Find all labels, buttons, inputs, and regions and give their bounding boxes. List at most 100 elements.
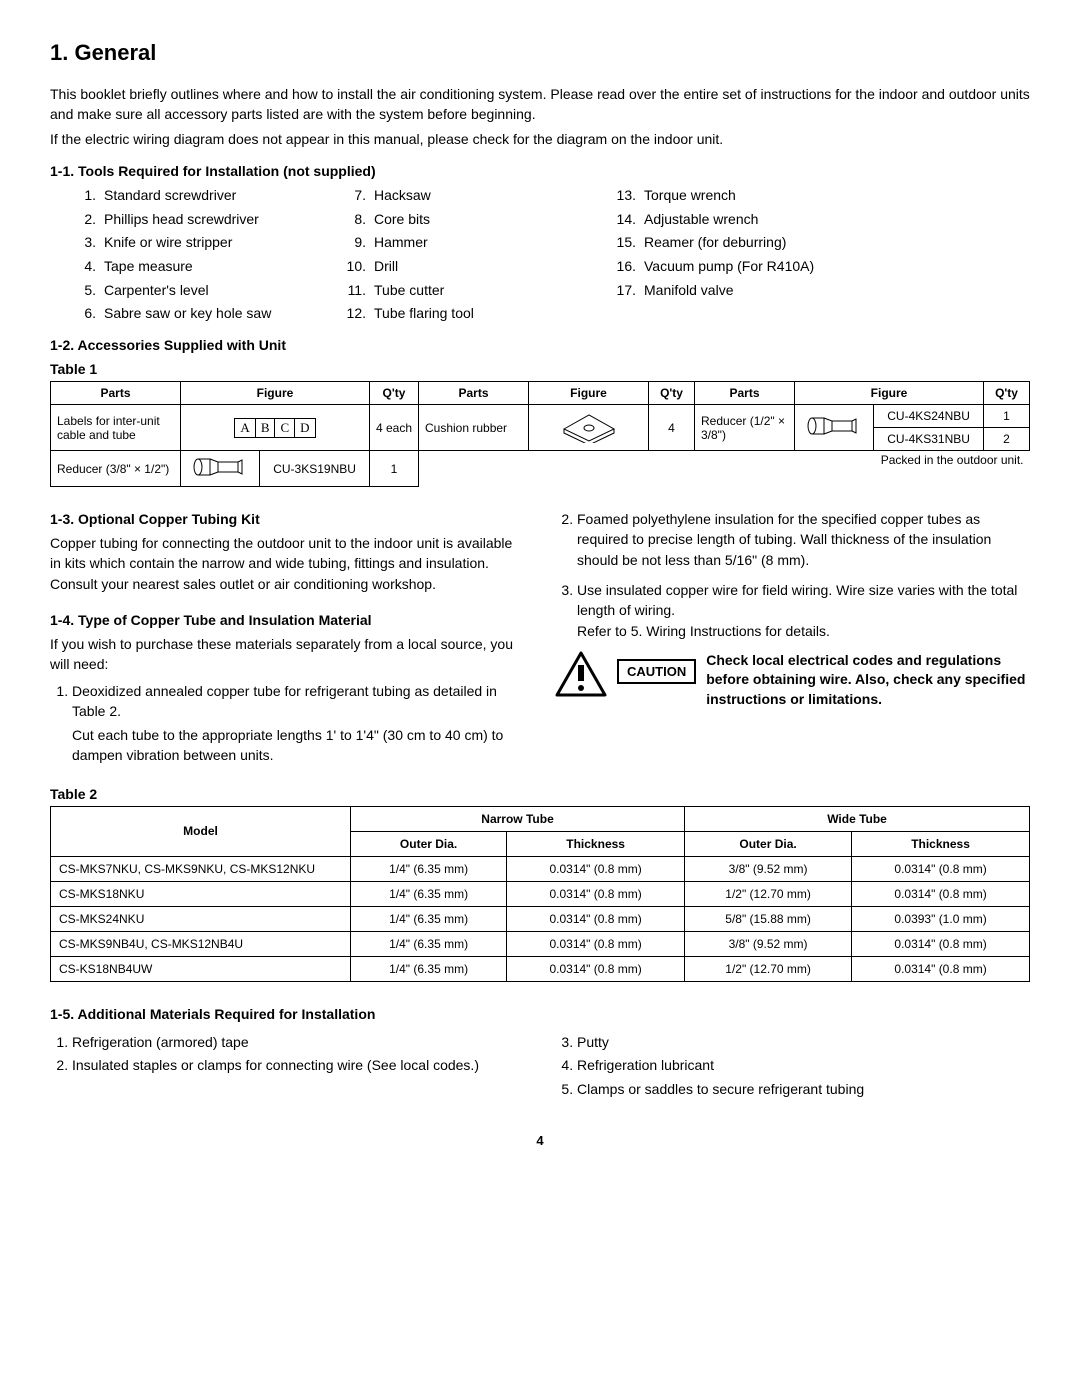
subhead-1-2: 1-2. Accessories Supplied with Unit [50,337,1030,353]
cell-figure [529,405,649,451]
th-qty: Q'ty [369,382,418,405]
right-column: Foamed polyethylene insulation for the s… [555,503,1030,776]
th-outer: Outer Dia. [351,831,507,856]
reducer-icon [806,414,862,438]
cell: 1/4" (6.35 mm) [351,856,507,881]
tool-item: 13.Torque wrench [610,185,870,207]
reducer-icon [192,455,248,479]
page-number: 4 [50,1133,1030,1148]
table-row: CS-MKS7NKU, CS-MKS9NKU, CS-MKS12NKU 1/4"… [51,856,1030,881]
table-row: CS-MKS24NKU 1/4" (6.35 mm) 0.0314" (0.8 … [51,906,1030,931]
table-2: Model Narrow Tube Wide Tube Outer Dia. T… [50,806,1030,982]
tool-item: 7.Hacksaw [340,185,600,207]
tool-item: 6.Sabre saw or key hole saw [70,303,330,325]
table-row: Parts Figure Q'ty Parts Figure Q'ty Part… [51,382,1030,405]
tools-list: 1.Standard screwdriver 7.Hacksaw 13.Torq… [70,185,1030,325]
cell-figure [181,451,260,487]
cell: 1/4" (6.35 mm) [351,906,507,931]
cell-parts: Labels for inter-unit cable and tube [51,405,181,451]
cell-qty: 4 each [369,405,418,451]
caution-text: Check local electrical codes and regulat… [706,651,1030,710]
table-row: Reducer (3/8" × 1/2") CU-3KS19NBU 1 Pack… [51,451,1030,487]
tool-item: 11.Tube cutter [340,280,600,302]
list-item: Putty [577,1032,1030,1054]
abcd-icon: ABCD [234,418,315,438]
cell-qty: 1 [369,451,418,487]
tool-item: 2.Phillips head screwdriver [70,209,330,231]
cell: 0.0314" (0.8 mm) [507,931,685,956]
table-row: Labels for inter-unit cable and tube ABC… [51,405,1030,428]
materials-grid: Refrigeration (armored) tape Insulated s… [50,1028,1030,1103]
cell: 1/2" (12.70 mm) [685,881,852,906]
list-item: Insulated staples or clamps for connecti… [72,1055,525,1077]
cell-figure [795,405,874,451]
cell-qty: 1 [984,405,1030,428]
cell: 0.0314" (0.8 mm) [852,881,1030,906]
cell: CS-MKS24NKU [51,906,351,931]
table-row: Model Narrow Tube Wide Tube [51,806,1030,831]
list-item: Foamed polyethylene insulation for the s… [577,509,1030,570]
cell-figure: ABCD [181,405,370,451]
th-model: Model [51,806,351,856]
cushion-rubber-icon [559,409,619,443]
tool-item: 10.Drill [340,256,600,278]
th-parts: Parts [695,382,795,405]
list-item-sub: Cut each tube to the appropriate lengths… [72,725,525,766]
cell: 1/4" (6.35 mm) [351,956,507,981]
packed-note: Packed in the outdoor unit. [419,451,1030,487]
th-wide: Wide Tube [685,806,1030,831]
cell-code: CU-4KS24NBU [874,405,984,428]
cell: 0.0314" (0.8 mm) [507,906,685,931]
cell-code: CU-4KS31NBU [874,428,984,451]
cell-parts: Reducer (3/8" × 1/2") [51,451,181,487]
table-1: Parts Figure Q'ty Parts Figure Q'ty Part… [50,381,1030,487]
cell: 3/8" (9.52 mm) [685,856,852,881]
subhead-1-3: 1-3. Optional Copper Tubing Kit [50,511,525,527]
cell: 0.0314" (0.8 mm) [507,856,685,881]
list-item: Refrigeration (armored) tape [72,1032,525,1054]
intro-text-1: This booklet briefly outlines where and … [50,84,1030,125]
section-title: 1. General [50,40,1030,66]
cell: CS-MKS18NKU [51,881,351,906]
cell: 1/4" (6.35 mm) [351,881,507,906]
materials-list-right: Putty Refrigeration lubricant Clamps or … [555,1032,1030,1101]
th-parts: Parts [419,382,529,405]
cell: 0.0314" (0.8 mm) [507,881,685,906]
cell: 0.0393" (1.0 mm) [852,906,1030,931]
table-row: CS-MKS18NKU 1/4" (6.35 mm) 0.0314" (0.8 … [51,881,1030,906]
subhead-1-1: 1-1. Tools Required for Installation (no… [50,163,1030,179]
tool-item: 5.Carpenter's level [70,280,330,302]
cell: 1/4" (6.35 mm) [351,931,507,956]
th-narrow: Narrow Tube [351,806,685,831]
list-item: Use insulated copper wire for field wiri… [577,580,1030,641]
intro-block: This booklet briefly outlines where and … [50,84,1030,149]
text-1-4: If you wish to purchase these materials … [50,634,525,675]
th-qty: Q'ty [984,382,1030,405]
tool-item: 3.Knife or wire stripper [70,232,330,254]
materials-list-left: Refrigeration (armored) tape Insulated s… [50,1032,525,1077]
list-1-4-cont: Foamed polyethylene insulation for the s… [555,509,1030,641]
cell: 5/8" (15.88 mm) [685,906,852,931]
tool-item: 1.Standard screwdriver [70,185,330,207]
cell: 0.0314" (0.8 mm) [852,956,1030,981]
cell: 3/8" (9.52 mm) [685,931,852,956]
tool-item: 17.Manifold valve [610,280,870,302]
cell-parts: Cushion rubber [419,405,529,451]
th-figure: Figure [181,382,370,405]
subhead-1-4: 1-4. Type of Copper Tube and Insulation … [50,612,525,628]
cell: CS-MKS7NKU, CS-MKS9NKU, CS-MKS12NKU [51,856,351,881]
tool-item: 9.Hammer [340,232,600,254]
cell: 1/2" (12.70 mm) [685,956,852,981]
list-item-sub: Refer to 5. Wiring Instructions for deta… [577,623,830,639]
caution-block: CAUTION Check local electrical codes and… [555,651,1030,710]
th-thick: Thickness [852,831,1030,856]
th-figure: Figure [529,382,649,405]
cell-qty: 4 [649,405,695,451]
cell: 0.0314" (0.8 mm) [852,931,1030,956]
cell-parts: Reducer (1/2" × 3/8") [695,405,795,451]
tool-item: 4.Tape measure [70,256,330,278]
cell: 0.0314" (0.8 mm) [507,956,685,981]
subhead-1-5: 1-5. Additional Materials Required for I… [50,1006,1030,1022]
th-outer: Outer Dia. [685,831,852,856]
list-1-4: Deoxidized annealed copper tube for refr… [50,681,525,766]
